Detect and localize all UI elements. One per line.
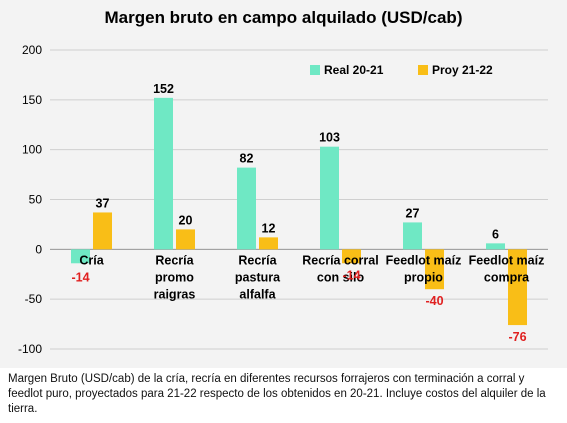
chart-frame: Margen bruto en campo alquilado (USD/cab… (0, 0, 567, 368)
legend-item-real: Real 20-21 (310, 63, 383, 77)
category-label: compra (484, 270, 530, 284)
category-label: propio (404, 270, 443, 284)
figure-caption: Margen Bruto (USD/cab) de la cría, recrí… (8, 373, 546, 415)
category-label: Cría (79, 253, 104, 267)
data-label: -14 (71, 270, 89, 284)
legend-item-proy: Proy 21-22 (418, 63, 493, 77)
bar-proy-21-22 (176, 229, 195, 250)
y-tick-label: 100 (22, 143, 42, 157)
y-tick-label: 0 (35, 242, 42, 256)
y-tick-label: -50 (25, 292, 43, 306)
y-tick-label: 150 (22, 93, 42, 107)
bar-real-20-21 (486, 243, 505, 250)
data-label: 152 (153, 82, 174, 96)
bar-real-20-21 (320, 146, 339, 250)
category-label: Recría corral (302, 253, 378, 267)
data-label: 103 (319, 131, 340, 145)
y-tick-label: -100 (18, 342, 42, 356)
bar-proy-21-22 (93, 212, 112, 250)
data-label: -14 (342, 268, 360, 282)
bar-real-20-21 (154, 97, 173, 250)
category-label: Recría (238, 253, 277, 267)
bar-proy-21-22 (508, 249, 527, 326)
category-label: promo (155, 270, 194, 284)
category-label: Feedlot maíz (386, 253, 462, 267)
bar-proy-21-22 (342, 249, 361, 264)
data-label: 27 (406, 206, 420, 220)
bar-real-20-21 (403, 222, 422, 250)
category-label: Recría (155, 253, 194, 267)
category-label: alfalfa (239, 287, 276, 301)
data-label: 37 (96, 196, 110, 210)
data-label: -40 (425, 294, 443, 308)
bar-chart: 200 150 100 50 0 -50 -100 Cría Recría promo raigra… (18, 43, 548, 356)
data-label: 12 (262, 221, 276, 235)
category-label: Feedlot maíz (469, 253, 545, 267)
y-tick-label: 200 (22, 43, 42, 57)
bar-proy-21-22 (259, 237, 278, 250)
data-label: 82 (240, 152, 254, 166)
category-label: raigras (154, 287, 196, 301)
category-label: pastura (235, 270, 281, 284)
data-label: 20 (179, 213, 193, 227)
y-tick-label: 50 (29, 193, 43, 207)
bar-real-20-21 (237, 167, 256, 250)
legend-swatch-real (310, 65, 320, 75)
legend-swatch-proy (418, 65, 428, 75)
category-label: con silo (317, 270, 365, 284)
data-label: 6 (492, 227, 499, 241)
bar-real-20-21 (71, 249, 90, 264)
data-label: -76 (508, 330, 526, 344)
chart-title: Margen bruto en campo alquilado (USD/cab… (104, 8, 463, 27)
legend-label-proy: Proy 21-22 (432, 63, 493, 77)
legend-label-real: Real 20-21 (324, 63, 384, 77)
bar-proy-21-22 (425, 249, 444, 290)
